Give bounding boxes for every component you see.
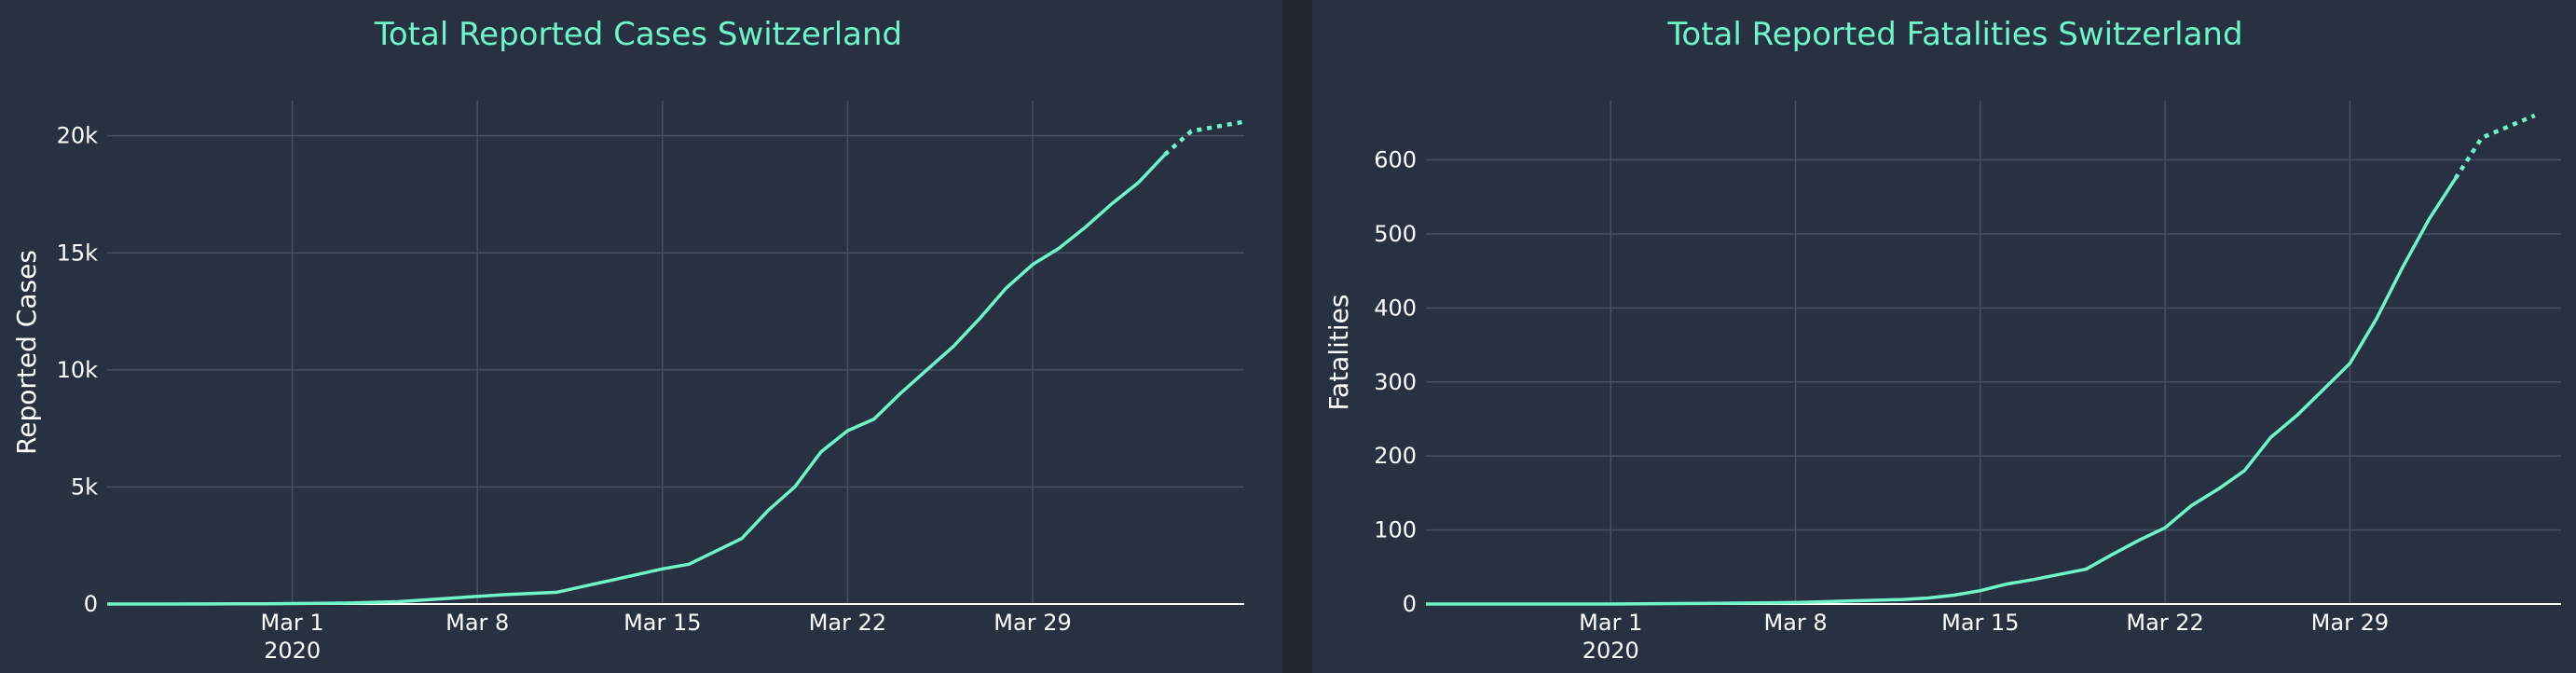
x-tick-label: Mar 22	[809, 610, 886, 636]
y-tick-label: 20k	[57, 123, 99, 149]
chart-title: Total Reported Cases Switzerland	[374, 16, 902, 53]
y-axis-label: Fatalities	[1323, 295, 1354, 411]
y-tick-label: 100	[1374, 517, 1417, 543]
fatalities-chart-panel: Mar 1 2020 Mar 8 Mar 15 Mar 22 Mar 29 0 100 200 3…	[1312, 0, 2576, 673]
y-tick-label: 0	[1403, 591, 1417, 617]
x-tick-label: Mar 15	[1941, 610, 2019, 636]
series-line	[1137, 153, 1167, 185]
cases-chart-panel: Mar 1 2020 Mar 8 Mar 15 Mar 22 Mar 29 0 5k 10k 15…	[0, 0, 1282, 673]
y-tick-label: 10k	[57, 357, 99, 383]
x-tick-year-label: 2020	[1583, 638, 1639, 664]
x-tick-label: Mar 29	[2311, 610, 2389, 636]
y-tick-label: 200	[1374, 443, 1417, 469]
x-tick-label: Mar 1	[261, 610, 324, 636]
y-tick-label: 500	[1374, 221, 1417, 247]
y-tick-label: 5k	[71, 474, 98, 500]
x-tick-label: Mar 1	[1579, 610, 1642, 636]
chart-title: Total Reported Fatalities Switzerland	[1666, 16, 2242, 53]
x-tick-label: Mar 8	[1763, 610, 1827, 636]
x-tick-label: Mar 22	[2126, 610, 2203, 636]
y-axis-label: Reported Cases	[11, 250, 42, 455]
x-tick-label: Mar 15	[623, 610, 701, 636]
series-line	[107, 181, 1140, 606]
x-tick-label: Mar 8	[445, 610, 509, 636]
series-line	[1426, 177, 2458, 606]
projection-line	[1163, 119, 1245, 157]
y-tick-label: 300	[1374, 369, 1417, 395]
y-tick-label: 0	[84, 591, 98, 617]
y-tick-label: 15k	[57, 240, 99, 266]
projection-line	[2453, 113, 2536, 180]
x-tick-year-label: 2020	[264, 638, 321, 664]
y-tick-label: 600	[1374, 147, 1417, 173]
y-tick-label: 400	[1374, 295, 1417, 321]
x-tick-label: Mar 29	[993, 610, 1071, 636]
